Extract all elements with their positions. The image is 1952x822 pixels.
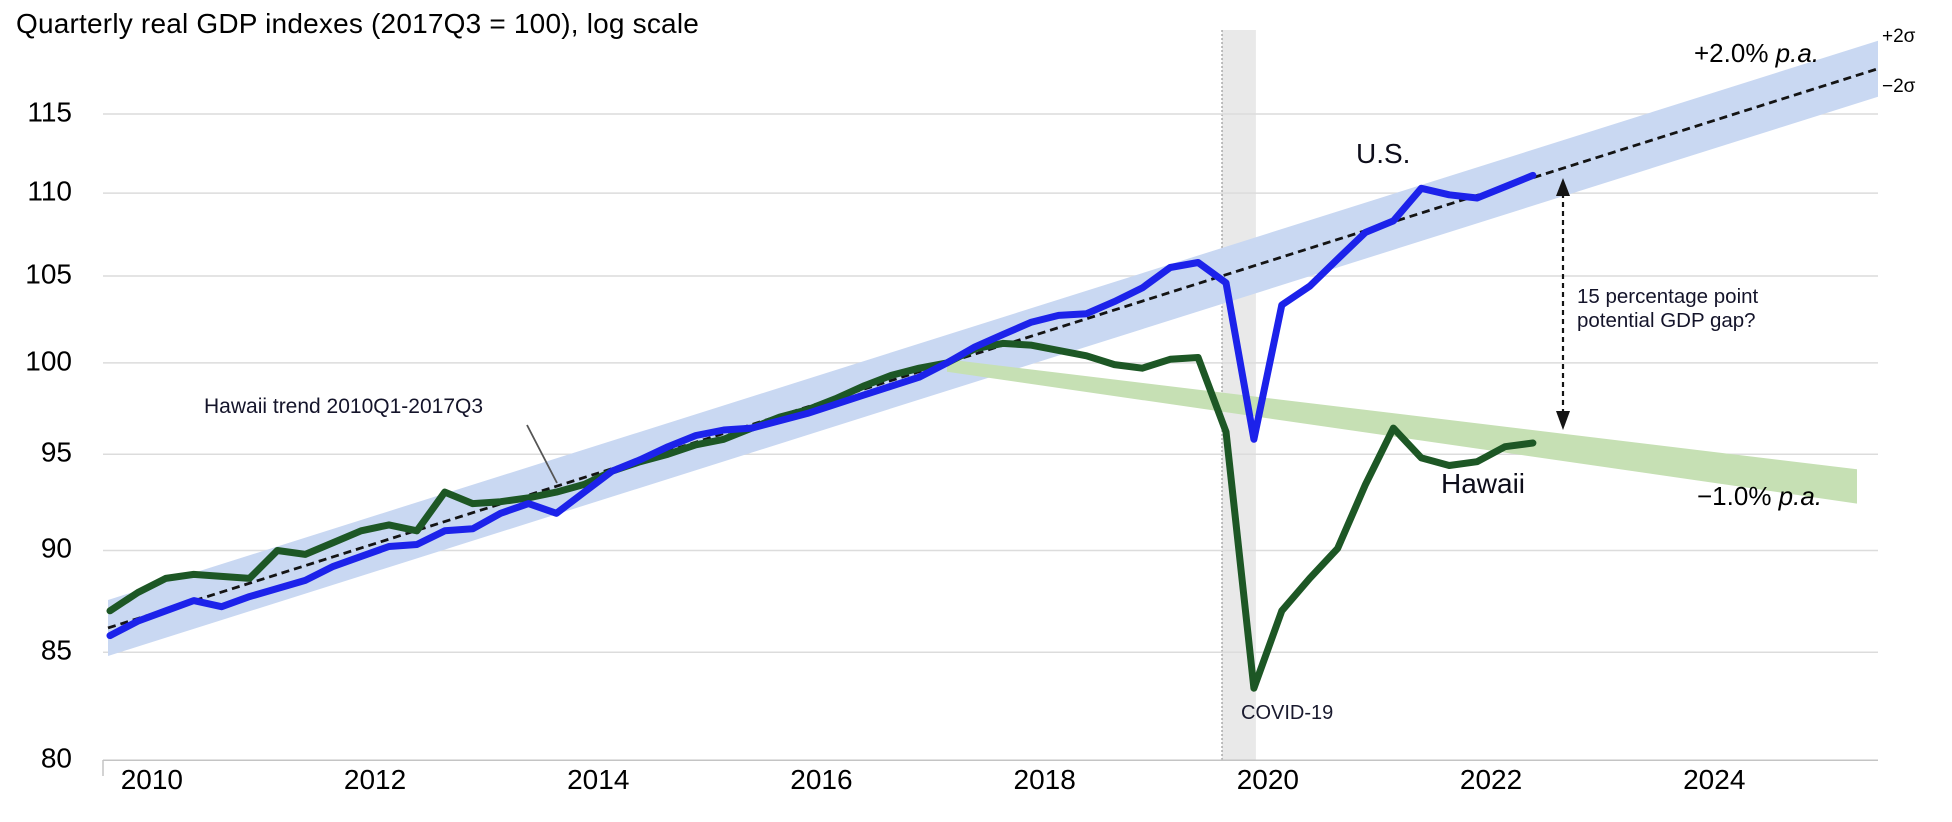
hawaii-line (106, 339, 1537, 692)
us-line (106, 171, 1537, 640)
x-tick-label-2014: 2014 (567, 764, 630, 795)
y-tick-label-90: 90 (40, 533, 72, 565)
x-tick-label-2018: 2018 (1013, 764, 1076, 795)
x-tick-label-2022: 2022 (1459, 764, 1523, 795)
y-tick-label-115: 115 (27, 96, 72, 128)
y-tick-label-110: 110 (27, 175, 72, 207)
x-tick-label-2012: 2012 (343, 764, 407, 795)
minus-two-sigma-label: −2σ (1882, 76, 1916, 97)
hawaii-decline-value: −1.0% (1697, 481, 1779, 511)
trend-note-pointer-line (526, 424, 558, 484)
x-tick-label-2020: 2020 (1236, 764, 1299, 795)
plus-two-sigma-label: +2σ (1882, 26, 1916, 47)
x-tick-label-2024: 2024 (1683, 764, 1746, 795)
gdp-gap-annotation: 15 percentage point potential GDP gap? (1577, 285, 1758, 333)
x-tick-label-2010: 2010 (120, 764, 183, 795)
hawaii-decline-label: −1.0% p.a. (1697, 481, 1822, 512)
y-tick-label-85: 85 (40, 634, 72, 666)
y-tick-label-100: 100 (25, 345, 72, 377)
hawaii-extrapolation-band (947, 359, 1857, 504)
trend-growth-label: +2.0% p.a. (1694, 38, 1819, 69)
y-tick-label-105: 105 (25, 258, 72, 290)
gap-arrow-head-up (1556, 178, 1570, 196)
hawaii-trend-note: Hawaii trend 2010Q1-2017Q3 (204, 395, 484, 418)
trend-growth-value: +2.0% (1694, 38, 1776, 68)
gdp-gap-annotation-line1: 15 percentage point (1577, 285, 1759, 308)
trend-growth-suffix: p.a. (1775, 38, 1820, 68)
y-tick-label-95: 95 (40, 436, 72, 468)
y-tick-label-80: 80 (40, 742, 72, 774)
us-series-label: U.S. (1356, 138, 1411, 169)
x-tick-label-2016: 2016 (790, 764, 853, 795)
hawaii-series-label: Hawaii (1441, 468, 1526, 499)
gdp-gap-annotation-line2: potential GDP gap? (1577, 309, 1756, 332)
gap-arrow-head-down (1556, 411, 1570, 430)
hawaii-decline-suffix: p.a. (1778, 481, 1823, 511)
chart-title: Quarterly real GDP indexes (2017Q3 = 100… (16, 8, 700, 39)
covid-annotation: COVID-19 (1241, 702, 1334, 724)
